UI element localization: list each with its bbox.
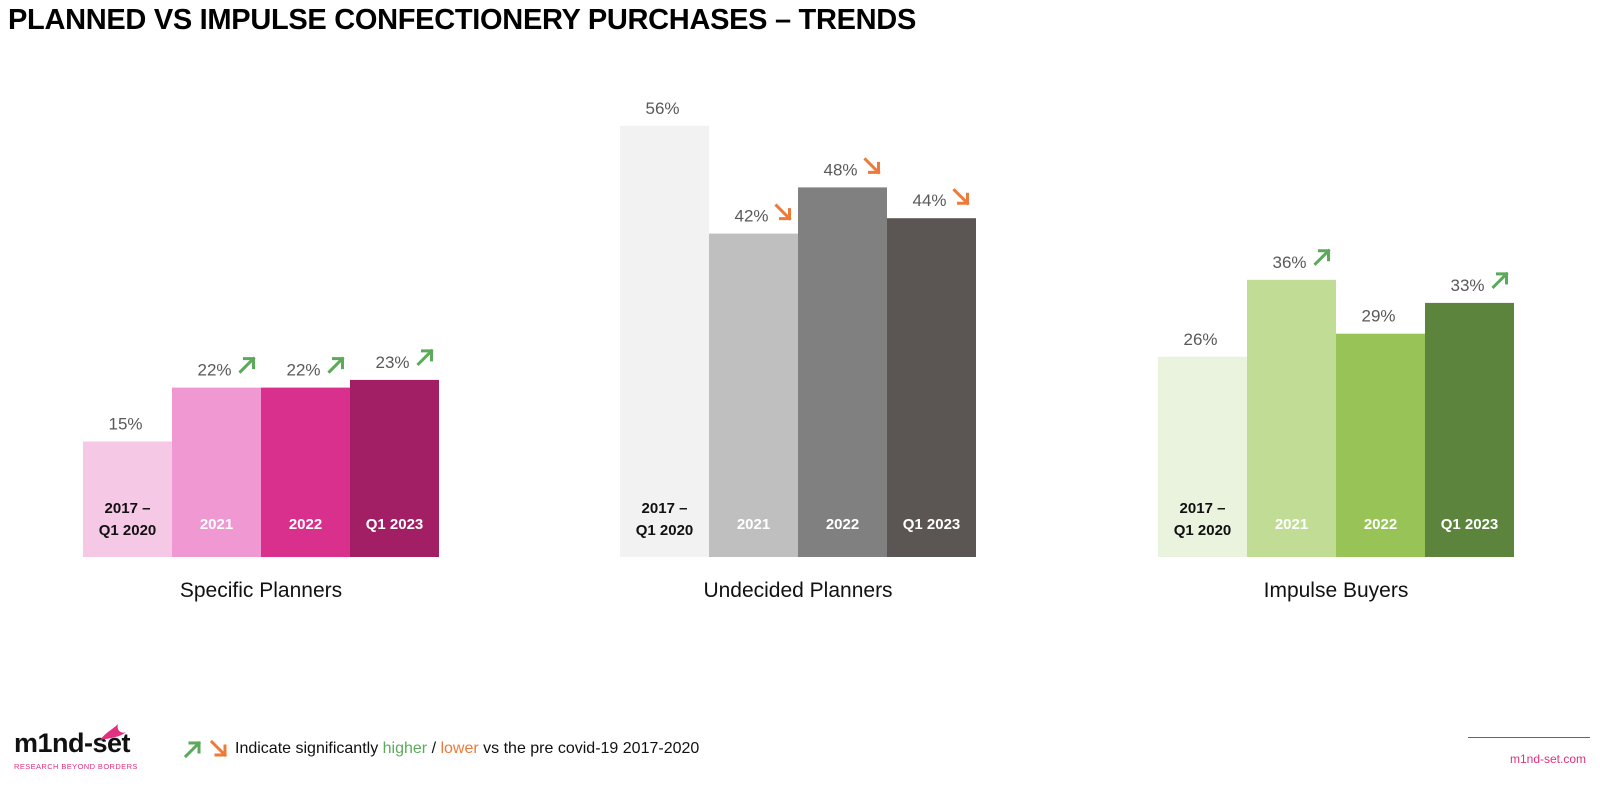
bar-group-0: 15% 2017 – Q1 2020 22% 2021 22% 2022 23% Q1 2023… xyxy=(83,348,439,602)
data-label: 56% xyxy=(645,99,679,118)
legend-prefix: Indicate significantly xyxy=(235,740,383,757)
legend-text: Indicate significantly higher / lower vs… xyxy=(235,740,699,758)
data-label: 22% xyxy=(286,361,320,380)
series-label: Impulse Buyers xyxy=(1264,579,1409,602)
bar xyxy=(798,187,887,557)
data-label: 23% xyxy=(375,353,409,372)
legend: Indicate significantly higher / lower vs… xyxy=(183,738,699,760)
data-label: 22% xyxy=(197,361,231,380)
category-label: 2021 xyxy=(737,516,770,533)
bar xyxy=(261,387,350,557)
up-arrow-icon xyxy=(238,356,256,374)
category-label: Q1 2023 xyxy=(1441,516,1499,533)
page-title: PLANNED VS IMPULSE CONFECTIONERY PURCHAS… xyxy=(8,4,916,36)
bar xyxy=(83,441,172,557)
up-arrow-icon xyxy=(416,348,434,367)
bar-group-2: 26% 2017 – Q1 2020 36% 2021 29% 2022 33% Q1 2023… xyxy=(1158,248,1514,602)
bar-group-1: 56% 2017 – Q1 2020 42% 2021 48% 2022 44% Q1 2023… xyxy=(620,99,976,602)
category-label: 2021 xyxy=(200,516,233,533)
series-label: Specific Planners xyxy=(180,579,342,602)
bar xyxy=(172,387,261,557)
category-label: 2022 xyxy=(289,516,322,533)
logo: m1nd-set RESEARCH BEYOND BORDERS xyxy=(14,724,154,778)
down-arrow-icon xyxy=(952,188,970,206)
up-arrow-icon xyxy=(183,740,202,759)
bar-chart: 15% 2017 – Q1 2020 22% 2021 22% 2022 23% Q1 2023… xyxy=(83,99,1514,602)
bar xyxy=(1336,333,1425,557)
bar xyxy=(1425,302,1514,557)
data-label: 48% xyxy=(823,160,857,179)
down-arrow-icon xyxy=(863,157,881,175)
category-label: 2021 xyxy=(1275,516,1308,533)
logo-tagline: RESEARCH BEYOND BORDERS xyxy=(14,762,138,771)
category-label: 2022 xyxy=(1364,516,1397,533)
bird-icon xyxy=(100,724,126,740)
bar xyxy=(350,379,439,557)
category-label: Q1 2023 xyxy=(903,516,961,533)
bar xyxy=(1158,356,1247,557)
data-label: 29% xyxy=(1361,307,1395,326)
data-label: 44% xyxy=(912,191,946,210)
legend-higher: higher xyxy=(382,740,428,757)
data-label: 26% xyxy=(1183,330,1217,349)
legend-lower: lower xyxy=(440,740,479,757)
data-label: 33% xyxy=(1450,276,1484,295)
category-label: 2022 xyxy=(826,516,859,533)
down-arrow-icon xyxy=(209,739,228,758)
up-arrow-icon xyxy=(1491,271,1509,290)
data-label: 42% xyxy=(734,207,768,226)
category-label: 2017 – Q1 2020 xyxy=(636,500,694,539)
bar xyxy=(620,125,709,558)
legend-suffix: vs the pre covid-19 2017-2020 xyxy=(478,740,700,757)
category-label: 2017 – Q1 2020 xyxy=(99,500,157,539)
down-arrow-icon xyxy=(774,203,792,221)
bar xyxy=(887,218,976,557)
series-label: Undecided Planners xyxy=(703,579,892,602)
data-label: 15% xyxy=(108,415,142,434)
data-label: 36% xyxy=(1272,253,1306,272)
bar xyxy=(1247,279,1336,557)
up-arrow-icon xyxy=(1313,248,1331,266)
category-label: 2017 – Q1 2020 xyxy=(1174,500,1232,539)
footer-url: m1nd-set.com xyxy=(1509,752,1586,766)
up-arrow-icon xyxy=(327,356,345,374)
bar xyxy=(709,233,798,557)
category-label: Q1 2023 xyxy=(366,516,424,533)
footer-divider xyxy=(1468,737,1590,738)
legend-separator: / xyxy=(427,740,441,757)
